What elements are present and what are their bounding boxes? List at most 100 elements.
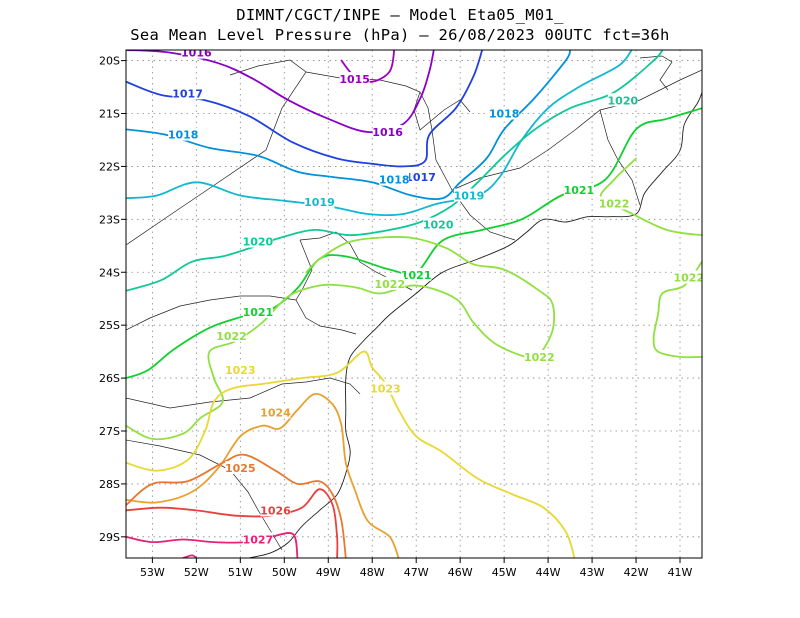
chart-title-line-1: DIMNT/CGCT/INPE – Model Eta05_M01_ xyxy=(236,6,564,24)
isobar-label: 1020 xyxy=(423,219,454,232)
isobar-1018 xyxy=(126,50,571,200)
isobar-label-bg xyxy=(242,234,273,248)
isobar-segment xyxy=(182,554,198,558)
grid-lines xyxy=(126,50,702,558)
isobar-label-bg xyxy=(405,170,436,183)
isobar-label: 1016 xyxy=(181,47,212,60)
isobar-label: 1020 xyxy=(608,94,639,107)
isobar-label-bg xyxy=(260,503,291,517)
isobar-1025 xyxy=(126,453,347,558)
isobar-label-bg xyxy=(370,381,401,395)
isobar-label-bg xyxy=(379,172,410,186)
isobar-label-bg xyxy=(453,188,484,202)
isobar-label-bg xyxy=(225,363,256,377)
isobar-label: 1026 xyxy=(260,504,291,517)
y-tick-label: 20S xyxy=(99,55,120,68)
isobar-label: 1019 xyxy=(304,196,335,209)
isobar-label-bg xyxy=(304,194,335,208)
x-tick-label: 52W xyxy=(184,566,209,579)
isobar-label: 1022 xyxy=(673,272,704,285)
x-tick-label: 46W xyxy=(448,566,473,579)
chart-title-line-2: Sea Mean Level Pressure (hPa) – 26/08/20… xyxy=(130,26,670,44)
isobar-label: 1018 xyxy=(379,174,410,187)
isobar-layer xyxy=(126,50,702,558)
x-tick-label: 48W xyxy=(360,566,385,579)
isobar-label: 1018 xyxy=(489,108,520,121)
y-tick-label: 21S xyxy=(99,108,120,121)
x-tick-label: 47W xyxy=(404,566,429,579)
isobar-label-bg xyxy=(401,267,432,281)
isobar-label-bg xyxy=(374,276,405,290)
isobar-label: 1022 xyxy=(375,278,406,291)
isobar-label-bg xyxy=(599,196,630,210)
isobar-label: 1024 xyxy=(260,406,291,419)
y-tick-label: 28S xyxy=(99,478,120,491)
x-tick-label: 53W xyxy=(140,566,165,579)
isobar-label: 1015 xyxy=(339,73,370,86)
isobar-label-bg xyxy=(172,86,203,100)
isobar-label-bg xyxy=(607,93,638,107)
isobar-label-bg xyxy=(423,217,454,231)
isobar-label: 1019 xyxy=(454,190,485,203)
x-tick-label: 43W xyxy=(580,566,605,579)
isobar-label: 1023 xyxy=(225,364,256,377)
isobar-label: 1021 xyxy=(401,269,432,282)
x-tick-label: 45W xyxy=(492,566,517,579)
x-tick-label: 44W xyxy=(536,566,561,579)
isobar-label-bg xyxy=(225,461,256,475)
isobar-label-bg xyxy=(216,328,247,342)
isobar-label: 1017 xyxy=(172,87,203,100)
axis-ticks: 53W 52W 51W 50W 49W 48W 47W 46W 45W 44W 43W 42W 41W 2… xyxy=(99,55,693,579)
isobar-label-bg xyxy=(242,304,273,318)
isobar-label: 1017 xyxy=(405,171,436,184)
y-tick-label: 24S xyxy=(99,266,120,279)
isobar-label-bg xyxy=(372,125,403,139)
isobar-1016 xyxy=(126,50,435,134)
isobar-label: 1025 xyxy=(225,462,256,475)
isobar-1022 xyxy=(126,235,556,441)
y-tick-label: 22S xyxy=(99,160,120,173)
y-tick-label: 27S xyxy=(99,425,120,438)
isobar-label: 1021 xyxy=(243,306,274,319)
isobar-label: 1021 xyxy=(564,184,595,197)
x-tick-label: 50W xyxy=(272,566,297,579)
plot-frame xyxy=(125,49,703,559)
isobar-label-bg xyxy=(181,50,212,59)
isobar-label-bg xyxy=(260,405,291,419)
coastline xyxy=(248,92,702,558)
y-tick-label: 29S xyxy=(99,531,120,544)
y-tick-label: 23S xyxy=(99,213,120,226)
isobar-1023 xyxy=(126,350,576,558)
x-tick-label: 42W xyxy=(624,566,649,579)
isobar-label-bg xyxy=(339,72,370,86)
isobar-1015 xyxy=(340,50,396,83)
isobar-label-bg xyxy=(563,183,594,197)
x-tick-label: 41W xyxy=(668,566,693,579)
isobar-label-bg xyxy=(673,270,702,284)
isobar-label: 1022 xyxy=(524,351,555,364)
x-tick-label: 51W xyxy=(228,566,253,579)
isobar-label-bg xyxy=(524,349,555,363)
isobar-label: 1022 xyxy=(216,330,247,343)
isobar-1021 xyxy=(126,107,702,379)
isobar-1027 xyxy=(126,532,299,558)
isobar-1019 xyxy=(126,50,633,217)
y-tick-label: 25S xyxy=(99,319,120,332)
isobar-1020 xyxy=(126,50,664,292)
isobar-1017 xyxy=(126,50,484,168)
isobar-1022 xyxy=(652,260,702,359)
isobar-label: 1018 xyxy=(168,129,199,142)
isobar-label-bg xyxy=(168,127,199,141)
isobar-label: 1023 xyxy=(370,383,401,396)
isobar-label: 1020 xyxy=(243,236,274,249)
y-tick-label: 26S xyxy=(99,372,120,385)
isobar-label: 1027 xyxy=(243,533,274,546)
x-tick-label: 49W xyxy=(316,566,341,579)
isobar-label: 1016 xyxy=(372,126,403,139)
plot-area xyxy=(126,50,702,558)
isobar-1024 xyxy=(126,393,400,558)
isobar-label: 1022 xyxy=(599,197,630,210)
isobar-label-bg xyxy=(242,532,273,546)
